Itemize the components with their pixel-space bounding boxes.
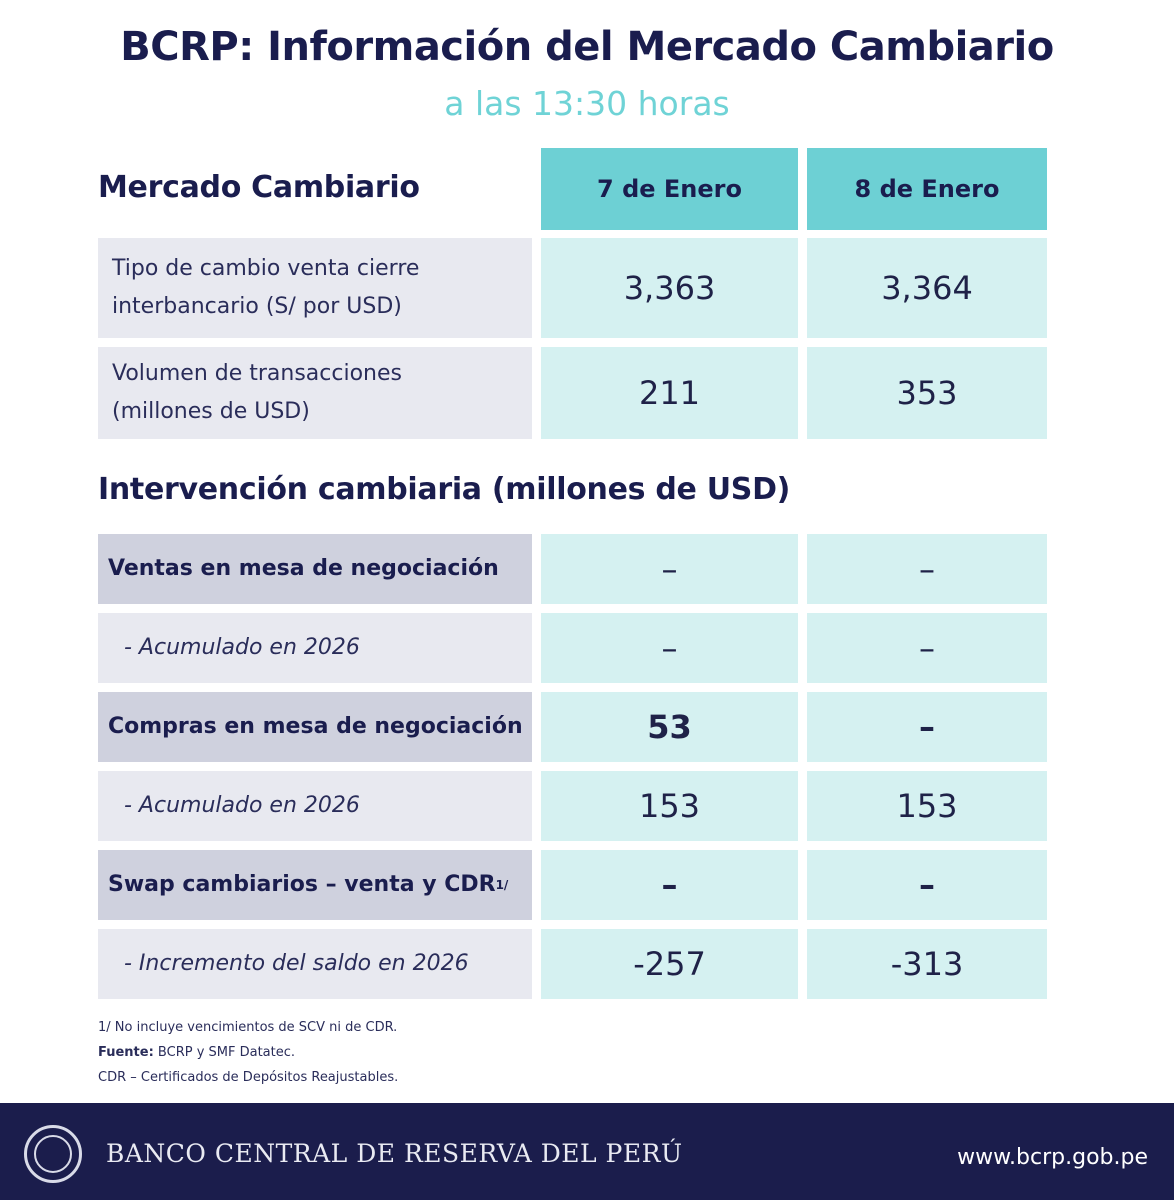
value-ventas-acumulado-day1: – — [541, 613, 798, 683]
footnote-1: 1/ No incluye vencimientos de SCV ni de … — [98, 1020, 398, 1035]
value-ventas-acumulado-day2: – — [807, 613, 1047, 683]
column-header-day2: 8 de Enero — [807, 148, 1047, 230]
footnote-cdr: CDR – Certificados de Depósitos Reajusta… — [98, 1070, 399, 1085]
footnote-source: Fuente: BCRP y SMF Datatec. — [98, 1045, 296, 1060]
row-label-swap: Swap cambiarios – venta y CDR 1/ — [98, 850, 532, 920]
value-compras-day1: 53 — [541, 692, 798, 762]
intervencion-section-title: Intervención cambiaria (millones de USD) — [98, 472, 791, 507]
value-tipo-cambio-day2: 3,364 — [807, 238, 1047, 338]
value-compras-day2: – — [807, 692, 1047, 762]
row-label-compras-acumulado: - Acumulado en 2026 — [98, 771, 532, 841]
row-label-swap-text: Swap cambiarios – venta y CDR — [108, 872, 496, 897]
value-tipo-cambio-day1: 3,363 — [541, 238, 798, 338]
row-label-line: Tipo de cambio venta cierre — [112, 256, 420, 281]
value-swap-incremento-day2: -313 — [807, 929, 1047, 999]
row-label-compras: Compras en mesa de negociación — [98, 692, 532, 762]
bank-name: BANCO CENTRAL DE RESERVA DEL PERÚ — [106, 1139, 683, 1168]
row-label-line: Volumen de transacciones — [112, 361, 402, 386]
row-label-volumen: Volumen de transacciones (millones de US… — [98, 347, 532, 439]
column-header-day1: 7 de Enero — [541, 148, 798, 230]
row-label-ventas: Ventas en mesa de negociación — [98, 534, 532, 604]
value-volumen-day1: 211 — [541, 347, 798, 439]
row-label-ventas-acumulado: - Acumulado en 2026 — [98, 613, 532, 683]
value-compras-acumulado-day1: 153 — [541, 771, 798, 841]
page-title: BCRP: Información del Mercado Cambiario — [120, 24, 1054, 70]
value-volumen-day2: 353 — [807, 347, 1047, 439]
website-link[interactable]: www.bcrp.gob.pe — [957, 1145, 1148, 1170]
value-swap-day2: – — [807, 850, 1047, 920]
row-label-line: (millones de USD) — [112, 399, 310, 424]
mercado-section-title: Mercado Cambiario — [98, 170, 420, 205]
value-compras-acumulado-day2: 153 — [807, 771, 1047, 841]
footer-bar: BANCO CENTRAL DE RESERVA DEL PERÚ www.bc… — [0, 1103, 1174, 1200]
row-label-line: interbancario (S/ por USD) — [112, 294, 402, 319]
footnote-marker: 1/ — [495, 878, 509, 892]
footnotes: 1/ No incluye vencimientos de SCV ni de … — [98, 1015, 398, 1090]
row-label-tipo-cambio: Tipo de cambio venta cierre interbancari… — [98, 238, 532, 338]
value-swap-day1: – — [541, 850, 798, 920]
value-ventas-day1: – — [541, 534, 798, 604]
page-subtitle: a las 13:30 horas — [444, 84, 730, 123]
value-swap-incremento-day1: -257 — [541, 929, 798, 999]
bcrp-seal-icon — [24, 1125, 82, 1183]
value-ventas-day2: – — [807, 534, 1047, 604]
row-label-swap-incremento: - Incremento del saldo en 2026 — [98, 929, 532, 999]
